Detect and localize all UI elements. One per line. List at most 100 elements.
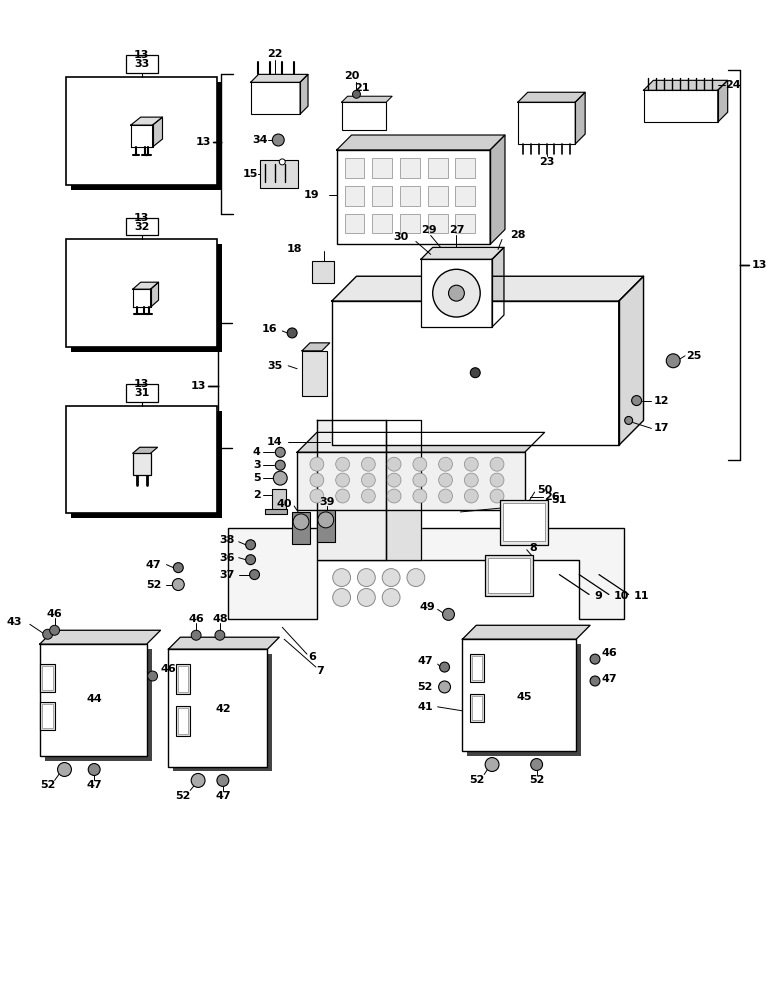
Text: 47: 47	[417, 656, 432, 666]
Circle shape	[276, 447, 285, 457]
Text: 34: 34	[252, 135, 268, 145]
Bar	[251, 82, 300, 114]
Text: 1: 1	[505, 503, 513, 513]
Bar	[337, 150, 490, 244]
Polygon shape	[421, 247, 504, 259]
Text: 46: 46	[47, 609, 63, 619]
Bar	[518, 102, 575, 144]
Bar	[312, 261, 334, 283]
Text: 47: 47	[146, 560, 161, 570]
Bar	[297, 452, 525, 510]
Text: 36: 36	[219, 553, 235, 563]
Circle shape	[310, 473, 323, 487]
Polygon shape	[302, 343, 330, 351]
Bar	[178, 666, 188, 692]
Circle shape	[413, 489, 427, 503]
Text: 33: 33	[134, 59, 149, 69]
Bar	[168, 649, 267, 767]
Polygon shape	[133, 447, 157, 453]
Bar	[39, 644, 147, 756]
Text: 23: 23	[539, 157, 554, 167]
Circle shape	[276, 460, 285, 470]
Bar	[470, 694, 484, 722]
Text: 51: 51	[551, 495, 567, 505]
Bar	[428, 158, 448, 178]
Bar	[488, 558, 530, 593]
Bar	[344, 214, 364, 233]
Polygon shape	[251, 74, 308, 82]
Circle shape	[439, 662, 449, 672]
Circle shape	[310, 489, 323, 503]
Circle shape	[490, 489, 504, 503]
Circle shape	[318, 512, 334, 528]
Polygon shape	[332, 276, 644, 301]
Text: 7: 7	[316, 666, 323, 676]
Circle shape	[438, 681, 451, 693]
Circle shape	[530, 759, 543, 770]
Polygon shape	[317, 420, 386, 560]
Bar	[178, 708, 188, 734]
Bar	[400, 186, 420, 206]
Text: 31: 31	[134, 388, 149, 398]
Polygon shape	[492, 247, 504, 327]
Bar	[470, 654, 484, 682]
Text: 48: 48	[212, 614, 228, 624]
Circle shape	[388, 457, 401, 471]
Text: 3: 3	[253, 460, 260, 470]
Circle shape	[191, 773, 205, 787]
Circle shape	[465, 473, 478, 487]
Text: 46: 46	[188, 614, 204, 624]
Bar	[462, 639, 576, 751]
Polygon shape	[228, 528, 624, 619]
Polygon shape	[490, 135, 505, 244]
Polygon shape	[342, 96, 392, 102]
Bar	[500, 500, 547, 545]
Polygon shape	[39, 630, 161, 644]
Bar	[455, 214, 476, 233]
Circle shape	[407, 569, 425, 587]
Circle shape	[382, 569, 400, 587]
Polygon shape	[133, 282, 158, 289]
Circle shape	[279, 159, 285, 165]
Polygon shape	[718, 80, 728, 122]
Bar	[400, 158, 420, 178]
Bar	[176, 664, 190, 694]
Text: 6: 6	[308, 652, 316, 662]
Text: 2: 2	[252, 490, 260, 500]
Circle shape	[293, 514, 309, 530]
Text: 40: 40	[276, 499, 292, 509]
Circle shape	[217, 774, 229, 786]
Circle shape	[88, 764, 100, 775]
Text: 32: 32	[134, 222, 149, 232]
Bar	[421, 259, 492, 327]
Polygon shape	[386, 420, 421, 560]
Circle shape	[590, 654, 600, 664]
Text: 26: 26	[544, 492, 560, 502]
Circle shape	[174, 563, 183, 573]
Bar	[372, 214, 392, 233]
Bar	[174, 654, 273, 771]
Text: 52: 52	[175, 791, 191, 801]
Circle shape	[666, 354, 680, 368]
Text: 52: 52	[469, 775, 485, 785]
Bar	[485, 555, 533, 596]
Circle shape	[215, 630, 225, 640]
Text: 9: 9	[594, 591, 602, 601]
Bar	[42, 666, 52, 690]
Circle shape	[442, 608, 455, 620]
Bar	[344, 158, 364, 178]
Circle shape	[273, 134, 284, 146]
Text: 30: 30	[394, 232, 409, 242]
Text: 8: 8	[530, 543, 537, 553]
Bar	[372, 186, 392, 206]
Circle shape	[336, 457, 350, 471]
Text: 29: 29	[421, 225, 436, 235]
Circle shape	[465, 489, 478, 503]
Circle shape	[465, 457, 478, 471]
Bar	[455, 158, 476, 178]
Bar	[302, 351, 327, 396]
Bar	[317, 510, 335, 542]
Text: 38: 38	[219, 535, 235, 545]
Text: 10: 10	[614, 591, 629, 601]
Text: 47: 47	[86, 780, 102, 790]
